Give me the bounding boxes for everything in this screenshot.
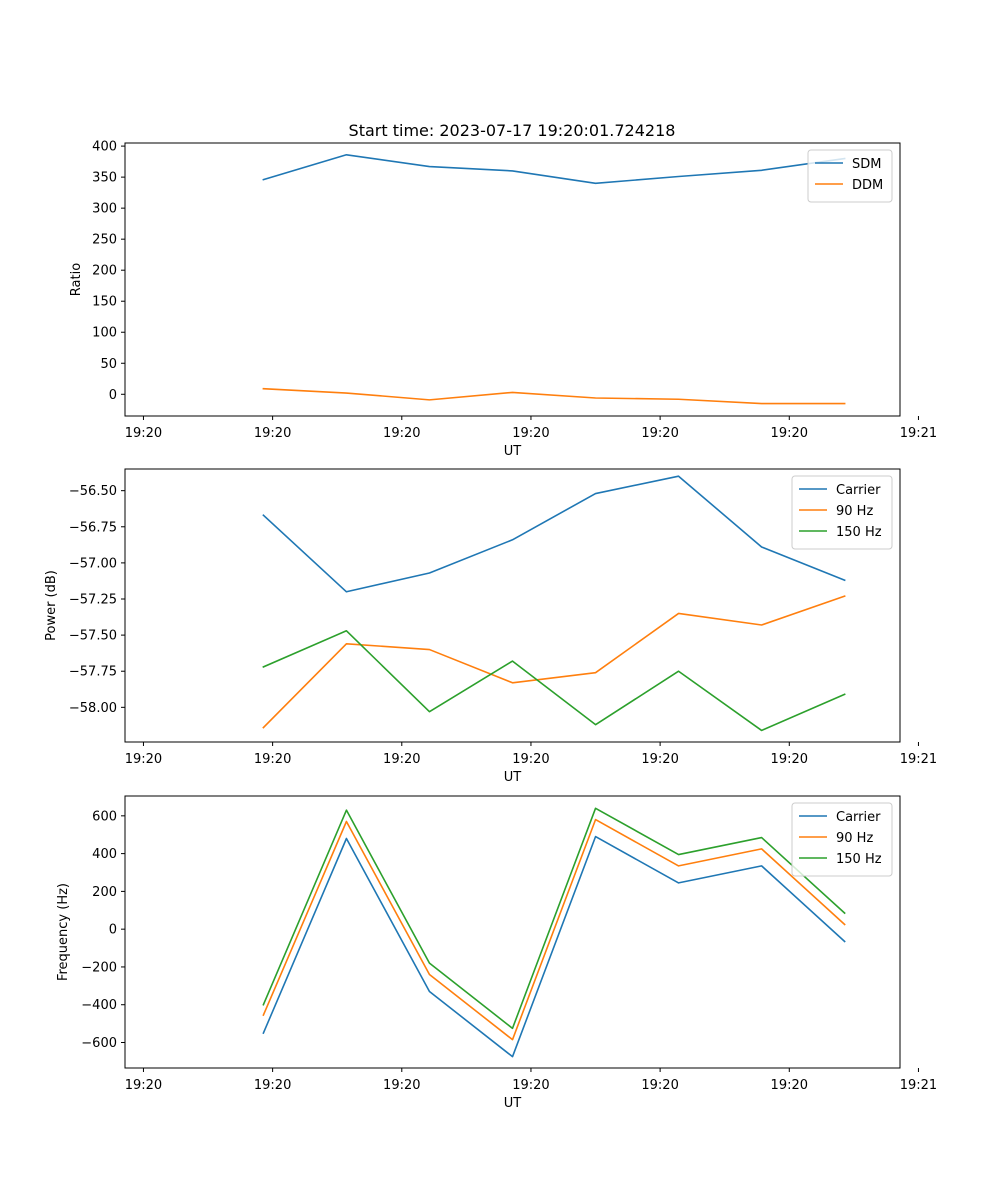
y-axis-label: Frequency (Hz): [56, 883, 71, 981]
y-tick-label: −600: [81, 1036, 117, 1051]
x-tick-label: 19:20: [125, 1078, 162, 1093]
y-tick-label: −200: [81, 960, 117, 975]
figure-title: Start time: 2023-07-17 19:20:01.724218: [349, 121, 676, 140]
legend-label: 150 Hz: [836, 525, 882, 540]
legend: Carrier 90 Hz 150 Hz: [791, 475, 893, 550]
legend-label: Carrier: [836, 483, 881, 498]
axes-frame: [124, 142, 901, 417]
y-tick-label: 400: [92, 847, 117, 862]
axes-frame: [124, 468, 901, 743]
series-line-150-hz: [262, 629, 846, 732]
plots: 19:20 19:20 19:20 19:20 19:20 19:20 19:21 0 50 10…: [44, 140, 937, 1111]
legend: SDM DDM: [807, 149, 893, 203]
y-tick-label: −57.75: [69, 665, 117, 680]
y-axis-label: Ratio: [69, 263, 84, 296]
y-tick-label: 50: [100, 357, 117, 372]
series-line-sdm: [262, 153, 846, 185]
subplot-3: 19:20 19:20 19:20 19:20 19:20 19:20 19:21 −600 −…: [56, 795, 937, 1111]
x-axis-label: UT: [504, 770, 522, 785]
x-tick-label: 19:20: [771, 426, 808, 441]
y-tick-label: 600: [92, 809, 117, 824]
x-tick-label: 19:20: [125, 752, 162, 767]
y-tick-label: 200: [92, 885, 117, 900]
y-tick-label: 350: [92, 171, 117, 186]
x-tick-label: 19:20: [512, 752, 549, 767]
x-tick-label: 19:20: [512, 426, 549, 441]
y-tick-label: 200: [92, 264, 117, 279]
x-tick-label: 19:20: [383, 426, 420, 441]
x-tick-label: 19:21: [900, 752, 937, 767]
series-line-ddm: [262, 387, 846, 405]
y-tick-label: −56.50: [69, 484, 117, 499]
x-tick-label: 19:20: [254, 1078, 291, 1093]
x-tick-label: 19:20: [383, 752, 420, 767]
subplot-1: 19:20 19:20 19:20 19:20 19:20 19:20 19:21 0 50 10…: [69, 140, 937, 459]
x-tick-label: 19:20: [771, 1078, 808, 1093]
x-tick-label: 19:20: [254, 426, 291, 441]
legend: Carrier 90 Hz 150 Hz: [791, 802, 893, 877]
y-tick-label: 400: [92, 140, 117, 155]
x-axis-label: UT: [504, 444, 522, 459]
x-tick-label: 19:20: [512, 1078, 549, 1093]
y-axis-label: Power (dB): [44, 570, 59, 641]
y-tick-label: 300: [92, 202, 117, 217]
legend-label: 90 Hz: [836, 831, 873, 846]
x-tick-label: 19:20: [641, 752, 678, 767]
y-tick-label: −57.50: [69, 629, 117, 644]
y-tick-label: 250: [92, 233, 117, 248]
x-tick-label: 19:20: [383, 1078, 420, 1093]
x-tick-label: 19:20: [641, 426, 678, 441]
legend-label: 150 Hz: [836, 852, 882, 867]
x-tick-label: 19:20: [254, 752, 291, 767]
y-tick-label: −400: [81, 998, 117, 1013]
legend-label: Carrier: [836, 810, 881, 825]
x-axis-label: UT: [504, 1096, 522, 1111]
x-tick-label: 19:21: [900, 1078, 937, 1093]
y-tick-label: −58.00: [69, 701, 117, 716]
y-tick-label: 150: [92, 295, 117, 310]
series-line-150-hz: [262, 807, 846, 1030]
legend-label: DDM: [852, 178, 883, 193]
legend-label: SDM: [852, 157, 881, 172]
y-tick-label: −56.75: [69, 520, 117, 535]
y-tick-label: 100: [92, 326, 117, 341]
x-tick-label: 19:20: [771, 752, 808, 767]
axes-frame: [124, 795, 901, 1069]
x-tick-label: 19:20: [641, 1078, 678, 1093]
series-line-carrier: [262, 475, 846, 593]
x-tick-label: 19:20: [125, 426, 162, 441]
subplot-2: 19:20 19:20 19:20 19:20 19:20 19:20 19:21 −58.0…: [44, 468, 937, 785]
series-line-90-hz: [262, 818, 846, 1041]
legend-label: 90 Hz: [836, 504, 873, 519]
series-line-carrier: [262, 835, 846, 1058]
x-tick-label: 19:21: [900, 426, 937, 441]
y-tick-label: 0: [109, 923, 117, 938]
y-tick-label: 0: [109, 388, 117, 403]
y-tick-label: −57.25: [69, 593, 117, 608]
y-tick-label: −57.00: [69, 556, 117, 571]
